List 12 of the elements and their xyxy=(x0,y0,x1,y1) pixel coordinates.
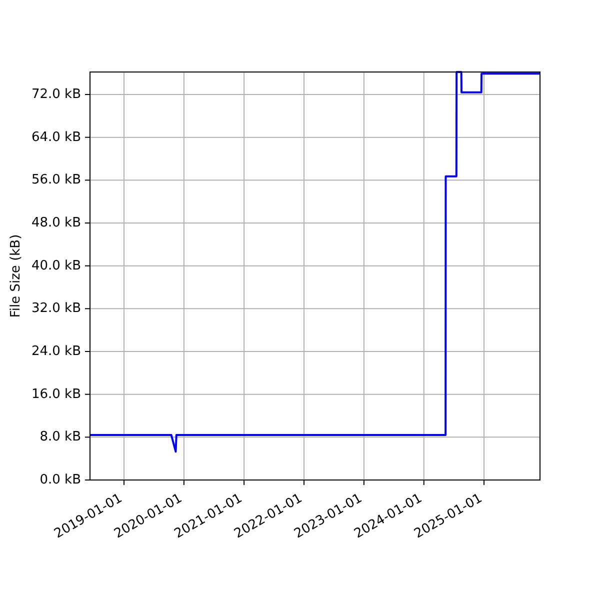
y-tick-label: 16.0 kB xyxy=(31,386,81,402)
y-tick-label: 72.0 kB xyxy=(31,86,81,102)
y-tick-label: 0.0 kB xyxy=(40,472,81,488)
y-tick-label: 8.0 kB xyxy=(40,430,81,445)
y-tick-label: 56.0 kB xyxy=(31,172,81,188)
y-axis-title: File Size (kB) xyxy=(8,234,24,318)
line-series xyxy=(90,71,540,453)
y-tick-label: 32.0 kB xyxy=(31,301,81,316)
y-tick-label: 64.0 kB xyxy=(31,130,81,145)
y-tick-label: 48.0 kB xyxy=(31,215,81,230)
y-tick-label: 40.0 kB xyxy=(31,258,81,274)
y-tick-label: 24.0 kB xyxy=(31,344,81,359)
